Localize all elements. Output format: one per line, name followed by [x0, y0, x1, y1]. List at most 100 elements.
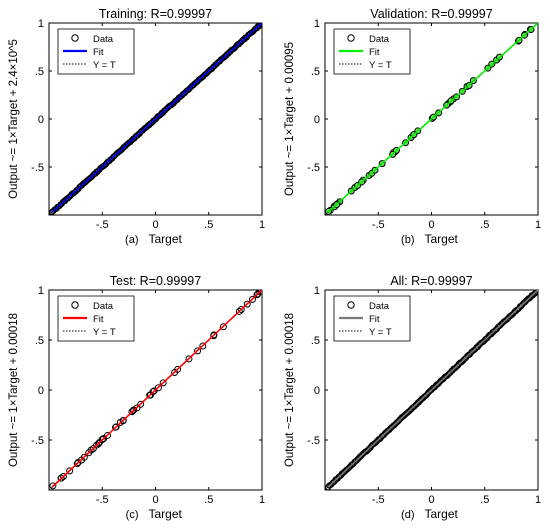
y-tick-label: .5 — [311, 66, 320, 78]
data-point — [59, 472, 67, 480]
x-axis-label: Target — [149, 232, 183, 246]
chart-panel-2: Validation: R=0.99997 -.5 0 .5 1 -.5 0 .5 1 Outpu… — [284, 7, 541, 246]
x-tick-label: 1 — [259, 219, 265, 231]
y-axis-label: Output ~= 1×Target + 0.00018 — [284, 313, 296, 467]
panel-caption: (b) — [401, 234, 414, 246]
data-point — [248, 295, 256, 303]
x-tick-label: .5 — [480, 494, 489, 506]
legend-label: Data — [93, 34, 114, 45]
y-tick-label: 0 — [38, 385, 44, 397]
plot-layer — [49, 23, 262, 215]
data-point — [130, 406, 138, 414]
fit-line — [327, 23, 538, 213]
y-tick-label: -.5 — [307, 162, 320, 174]
legend-label: Data — [93, 301, 114, 312]
chart-panel-4: All: R=0.99997 -.5 0 .5 1 -.5 0 .5 1 Output ~= 1×… — [284, 274, 541, 521]
legend: Data Fit Y = T — [57, 28, 135, 75]
y-tick-label: 0 — [314, 114, 320, 126]
plot-layer — [49, 290, 262, 490]
y-tick-label: .5 — [35, 335, 44, 347]
x-tick-label: -.5 — [372, 494, 385, 506]
data-point — [85, 449, 93, 457]
legend-label: Fit — [93, 314, 104, 325]
data-point — [137, 400, 145, 408]
fit-line — [327, 290, 538, 488]
data-point — [253, 291, 261, 299]
legend-label: Fit — [369, 47, 380, 58]
y-tick-label: 1 — [38, 18, 44, 30]
legend-marker-data — [347, 301, 355, 309]
plot-layer — [325, 23, 538, 215]
y-tick-label: 0 — [38, 114, 44, 126]
data-point — [257, 23, 262, 27]
x-tick-label: 0 — [428, 494, 434, 506]
data-point — [219, 323, 227, 331]
data-point — [256, 23, 262, 28]
data-point — [99, 435, 107, 443]
legend-marker-data — [71, 34, 79, 42]
legend-marker-data — [71, 301, 79, 309]
data-point — [149, 388, 157, 396]
y-axis-label: Output ~= 1×Target + 0.00095 — [284, 42, 296, 196]
y-tick-label: -.5 — [31, 435, 44, 447]
data-point — [57, 474, 65, 482]
chart-panel-3: Test: R=0.99997 -.5 0 .5 1 -.5 0 .5 1 Output ~= 1… — [8, 274, 265, 521]
y-tick-label: -.5 — [307, 435, 320, 447]
panel-caption: (d) — [401, 509, 414, 521]
y-tick-label: 1 — [314, 18, 320, 30]
data-point — [119, 416, 127, 424]
chart-title: Validation: R=0.99997 — [370, 7, 492, 21]
legend-marker-data — [347, 34, 355, 42]
y-axis-label: Output ~= 1×Target + 0.00018 — [8, 313, 20, 467]
data-point — [154, 384, 162, 392]
chart-panel-1: Training: R=0.99997 -.5 0 .5 1 -.5 0 .5 1 Output … — [8, 7, 265, 246]
data-point — [258, 23, 262, 27]
x-tick-label: 1 — [259, 494, 265, 506]
legend: Data Fit Y = T — [333, 28, 411, 75]
data-point — [235, 307, 243, 315]
data-point — [532, 290, 538, 296]
legend-label: Data — [369, 34, 390, 45]
legend-label: Y = T — [369, 60, 392, 71]
data-point — [128, 408, 136, 416]
data-point — [237, 306, 245, 314]
y-axis-label: Output ~= 1×Target + 2.4×10^5 — [8, 39, 20, 199]
data-point — [89, 445, 97, 453]
legend-label: Y = T — [93, 60, 116, 71]
legend-label: Y = T — [369, 327, 392, 338]
chart-title: Training: R=0.99997 — [99, 7, 212, 21]
y-tick-label: 0 — [314, 385, 320, 397]
chart-title: Test: R=0.99997 — [110, 274, 201, 288]
x-axis-label: Target — [425, 232, 459, 246]
legend-label: Y = T — [93, 327, 116, 338]
fit-line — [51, 290, 262, 488]
panel-caption: (c) — [126, 509, 139, 521]
x-tick-label: -.5 — [96, 494, 109, 506]
y-tick-label: 1 — [38, 285, 44, 297]
legend-label: Fit — [369, 314, 380, 325]
x-tick-label: 0 — [152, 494, 158, 506]
x-tick-label: 1 — [535, 494, 541, 506]
data-point — [254, 290, 262, 298]
legend-label: Data — [369, 301, 390, 312]
chart-title: All: R=0.99997 — [390, 274, 472, 288]
data-point — [112, 423, 120, 431]
data-point — [243, 300, 251, 308]
data-point — [49, 482, 57, 490]
x-tick-label: .5 — [204, 219, 213, 231]
plot-layer — [325, 290, 538, 490]
x-tick-label: .5 — [204, 494, 213, 506]
x-tick-label: .5 — [480, 219, 489, 231]
x-axis-label: Target — [425, 507, 459, 521]
y-tick-label: .5 — [35, 66, 44, 78]
data-point — [104, 431, 112, 439]
panel-caption: (a) — [125, 234, 138, 246]
x-tick-label: 0 — [428, 219, 434, 231]
y-tick-label: -.5 — [31, 162, 44, 174]
data-point — [66, 467, 74, 475]
x-tick-label: -.5 — [372, 219, 385, 231]
data-point — [199, 342, 207, 350]
y-tick-label: 1 — [314, 285, 320, 297]
